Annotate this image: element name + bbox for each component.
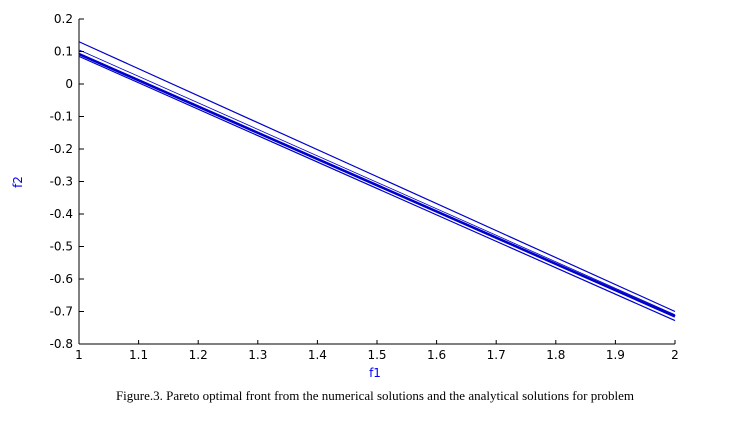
series-line-1	[78, 41, 676, 313]
x-tick-label: 1.2	[189, 348, 208, 362]
x-axis-label: f1	[369, 366, 381, 380]
x-tick-label: 1.7	[487, 348, 506, 362]
y-tick-label: -0.7	[50, 305, 73, 319]
y-tick-label: 0.2	[54, 12, 73, 26]
figure-caption: Figure.3. Pareto optimal front from the …	[115, 388, 635, 403]
y-tick-label: -0.6	[50, 272, 73, 286]
x-tick-label: 2	[671, 348, 679, 362]
x-tick-label: 1.5	[367, 348, 386, 362]
x-tick-label: 1	[75, 348, 83, 362]
x-tick-label: 1.6	[427, 348, 446, 362]
y-tick-label: -0.2	[50, 142, 73, 156]
y-axis-ticks: 0.2 0.1 0 -0.1 -0.2 -0.3 -0.4 -0.5 -0.6 -0.7 -0.8	[50, 12, 84, 351]
y-tick-label: -0.1	[50, 110, 73, 124]
x-tick-label: 1.4	[308, 348, 327, 362]
pareto-front-chart: 1 1.1 1.2 1.3 1.4 1.5 1.6 1.7 1.8 1.9 2 0.2 0.1 0 -0.…	[11, 12, 679, 380]
series-line-3	[78, 52, 676, 318]
y-axis-label: f2	[11, 176, 25, 188]
x-tick-label: 1.1	[129, 348, 148, 362]
series-lines	[78, 41, 676, 322]
x-tick-label: 1.8	[546, 348, 565, 362]
series-line-4	[78, 55, 676, 322]
y-tick-label: 0	[65, 77, 73, 91]
axes	[78, 19, 675, 345]
series-line-2	[78, 49, 676, 316]
y-tick-label: -0.8	[50, 337, 73, 351]
y-tick-label: -0.5	[50, 240, 73, 254]
x-tick-label: 1.3	[248, 348, 267, 362]
y-tick-label: -0.4	[50, 207, 73, 221]
x-axis-ticks: 1 1.1 1.2 1.3 1.4 1.5 1.6 1.7 1.8 1.9 2	[75, 340, 679, 362]
y-tick-label: 0.1	[54, 45, 73, 59]
y-tick-label: -0.3	[50, 175, 73, 189]
x-tick-label: 1.9	[606, 348, 625, 362]
